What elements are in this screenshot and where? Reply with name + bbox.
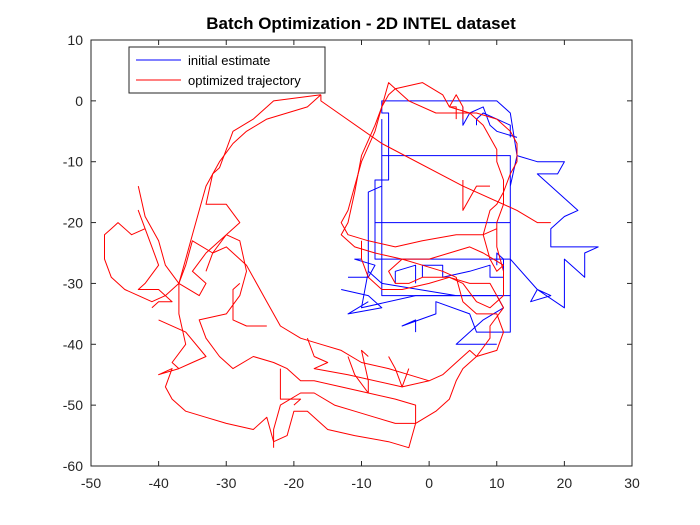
initial-estimate-path-10 [348,258,376,278]
initial-estimate-path-3 [394,264,417,284]
legend: initial estimate optimized trajectory [128,46,326,94]
y-tick-label: -40 [63,336,83,352]
x-tick-label: 20 [557,475,573,491]
optimized-trajectory-path-11 [306,338,430,388]
x-tick-label: 0 [425,475,433,491]
chart-title: Batch Optimization - 2D INTEL dataset [206,14,516,33]
initial-estimate-path-9 [476,112,511,138]
x-tick-label: -50 [81,475,101,491]
y-tick-label: -10 [63,154,83,170]
initial-estimate-path-4 [421,259,504,278]
initial-estimate-path-6 [509,155,599,309]
legend-label-optimized-trajectory: optimized trajectory [188,73,301,88]
y-tick-label: 0 [75,93,83,109]
series-optimized-trajectory [104,82,551,449]
y-tick-label: -30 [63,275,83,291]
legend-box [128,46,326,94]
y-tick-label: -20 [63,215,83,231]
optimized-trajectory-path-5 [340,82,504,309]
optimized-trajectory-path-4 [205,82,518,448]
optimized-trajectory-path-10 [462,180,490,211]
initial-estimate-path-0 [367,100,518,297]
optimized-trajectory-path-2 [158,94,417,449]
initial-estimate-path-8 [462,106,518,138]
optimized-trajectory-path-9 [448,94,464,120]
series-layer [104,82,599,449]
initial-estimate-path-7 [401,295,511,333]
optimized-trajectory-path-12 [232,283,267,327]
legend-label-initial-estimate: initial estimate [188,53,270,68]
optimized-trajectory-path-7 [347,349,369,394]
x-tick-label: 30 [624,475,640,491]
optimized-trajectory-path-6 [279,368,302,406]
y-tick-label: 10 [67,32,83,48]
x-tick-label: -30 [216,475,236,491]
x-tick-label: 10 [489,475,505,491]
optimized-trajectory-path-3 [137,185,187,369]
y-tick-label: -60 [63,458,83,474]
x-tick-label: -40 [149,475,169,491]
tick-layer: -50 -40 -30 -20 -10 0 10 20 30 10 0 -10 -20 -30 -40 -50… [63,32,640,491]
x-tick-label: -20 [284,475,304,491]
initial-estimate-path-2 [341,289,383,315]
x-tick-label: -10 [351,475,371,491]
y-tick-label: -50 [63,397,83,413]
optimized-trajectory-path-8 [388,356,410,388]
optimized-trajectory-path-0 [104,94,322,309]
